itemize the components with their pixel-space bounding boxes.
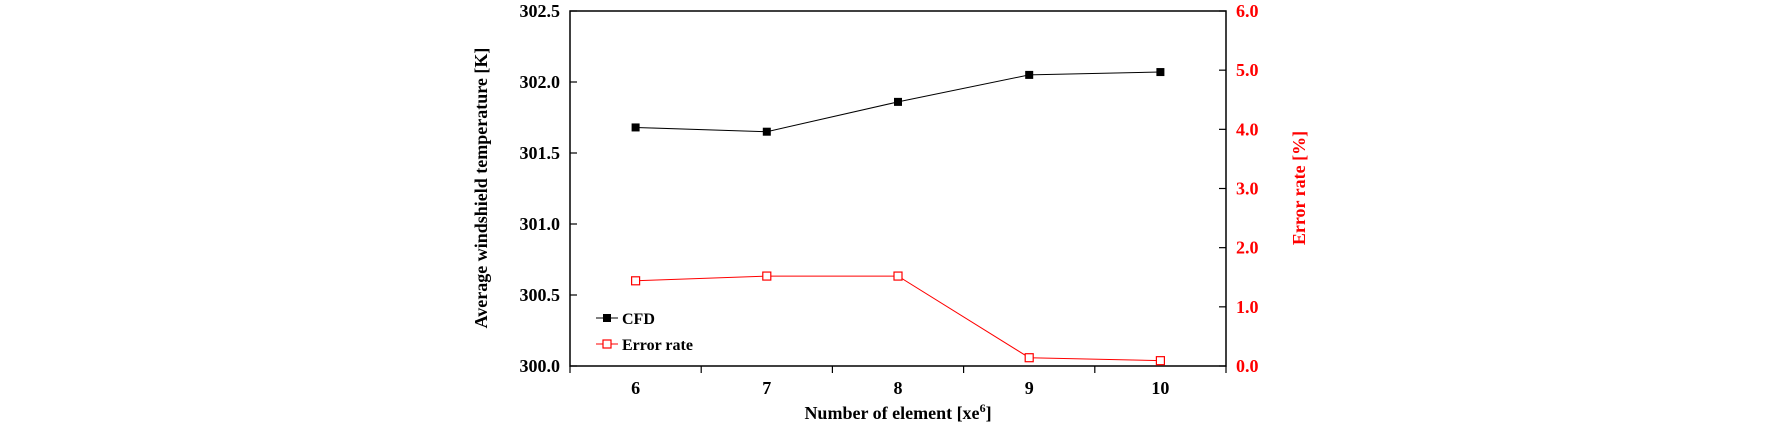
- cfd-point: [1025, 70, 1034, 79]
- left-y-tick-label: 301.5: [520, 143, 561, 163]
- left-y-tick-label: 300.0: [520, 356, 561, 376]
- legend: CFD Error rate: [596, 311, 693, 354]
- right-y-tick-label: 3.0: [1236, 179, 1259, 199]
- right-y-tick-label: 4.0: [1236, 119, 1259, 139]
- legend-error-marker: [602, 339, 612, 349]
- right-y-tick-label: 0.0: [1236, 356, 1259, 376]
- x-tick-label: 10: [1151, 378, 1169, 398]
- error-rate-point: [630, 276, 641, 286]
- left-y-tick-label: 302.0: [520, 72, 561, 92]
- left-y-tick-label: 302.5: [520, 1, 561, 21]
- series-layer: [630, 68, 1166, 366]
- left-y-tick-label: 301.0: [520, 214, 561, 234]
- legend-error-label: Error rate: [622, 337, 693, 354]
- x-tick-label: 6: [631, 378, 640, 398]
- right-y-axis: 0.0 1.0 2.0 3.0 4.0 5.0 6.0: [1219, 1, 1259, 376]
- x-axis-title: Number of element [xe6]: [804, 401, 991, 423]
- cfd-point: [894, 97, 902, 106]
- right-y-tick-label: 1.0: [1236, 297, 1259, 317]
- x-axis: 6 7 8 9 10: [569, 366, 1227, 398]
- right-y-tick-label: 5.0: [1236, 60, 1259, 80]
- cfd-point: [1156, 68, 1165, 77]
- error-rate-point: [1024, 353, 1034, 363]
- cfd-point: [631, 123, 640, 132]
- cfd-point: [762, 127, 771, 136]
- error-rate-point: [893, 271, 903, 281]
- x-tick-label: 9: [1025, 378, 1034, 398]
- left-y-axis: 300.0 300.5 301.0 301.5 302.0 302.5: [520, 1, 577, 376]
- left-y-tick-label: 300.5: [520, 285, 561, 305]
- right-y-axis-title: Error rate [%]: [1289, 131, 1309, 245]
- x-tick-label: 7: [762, 378, 771, 398]
- legend-cfd-marker: [603, 314, 611, 322]
- series-line-error-rate: [635, 275, 1161, 362]
- error-rate-point: [1155, 356, 1166, 366]
- plot-area-frame: [569, 10, 1227, 367]
- error-rate-point: [762, 271, 772, 281]
- legend-cfd-label: CFD: [622, 311, 655, 328]
- right-y-tick-label: 6.0: [1236, 1, 1259, 21]
- right-y-tick-label: 2.0: [1236, 238, 1259, 258]
- x-tick-label: 8: [894, 378, 903, 398]
- left-y-axis-title: Average windshield temperature [K]: [471, 48, 491, 329]
